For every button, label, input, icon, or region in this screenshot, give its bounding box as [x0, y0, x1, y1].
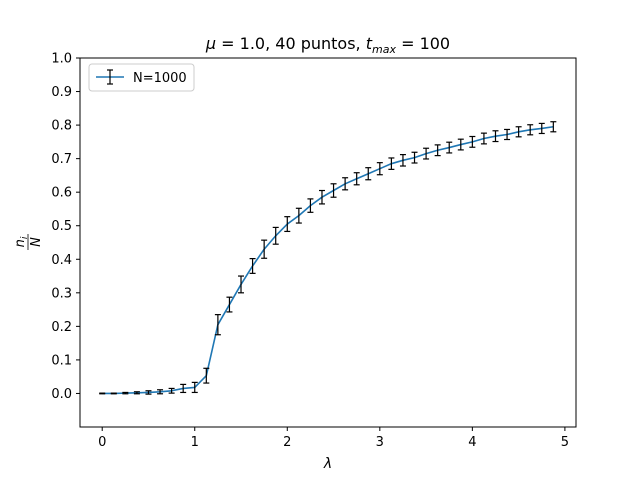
error-bar	[457, 138, 464, 151]
y-tick-label: 0.7	[51, 152, 72, 167]
plot-frame	[79, 57, 577, 428]
error-bar	[446, 141, 453, 154]
error-bar	[214, 314, 221, 336]
error-bar	[504, 128, 511, 141]
y-tick-label: 1.0	[51, 52, 72, 67]
error-bar	[238, 275, 245, 294]
error-bar	[168, 387, 175, 394]
error-bar	[411, 151, 418, 164]
error-bar	[376, 162, 383, 176]
y-tick-label: 0.8	[51, 119, 72, 134]
error-bar	[249, 258, 256, 274]
chart-title: μ = 1.0, 40 puntos, tmax = 100	[205, 34, 450, 56]
error-bar	[295, 207, 302, 224]
error-bar	[550, 121, 557, 133]
error-bar	[515, 126, 522, 138]
error-bar	[122, 391, 129, 395]
error-bar	[203, 367, 210, 384]
error-bar	[538, 122, 545, 135]
legend: N=1000	[88, 63, 195, 92]
error-bar	[284, 216, 291, 233]
x-tick-label: 3	[376, 435, 384, 450]
svg-text:ni: ni	[13, 236, 30, 247]
x-axis-label: λ	[323, 456, 332, 472]
y-tick-label: 0.1	[51, 353, 72, 368]
x-tick-label: 0	[98, 435, 106, 450]
error-bar	[434, 144, 441, 157]
error-bar	[261, 239, 268, 259]
y-axis-label-subscript: i	[20, 236, 30, 239]
y-tick-label: 0.0	[51, 387, 72, 402]
x-tick-label: 4	[468, 435, 476, 450]
error-bar	[480, 132, 487, 145]
error-bar	[342, 177, 349, 191]
y-tick-label: 0.9	[51, 85, 72, 100]
error-bar	[157, 389, 164, 395]
y-axis-label-denominator: N	[29, 237, 44, 247]
chart-marks	[99, 121, 557, 395]
y-tick-label: 0.3	[51, 286, 72, 301]
x-axis: 0 1 2 3 4 5	[98, 427, 569, 450]
error-bar	[388, 157, 395, 170]
error-bar	[353, 172, 360, 186]
error-bar	[330, 183, 337, 198]
y-axis: 0.0 0.1 0.2 0.3 0.4 0.5 0.6 0.7 0.8 0.9 1.0	[51, 52, 80, 402]
y-axis-label-numerator: n	[13, 239, 28, 247]
error-bar	[399, 154, 406, 167]
y-axis-label: ni N	[13, 234, 44, 250]
y-tick-label: 0.6	[51, 186, 72, 201]
x-tick-label: 2	[283, 435, 291, 450]
error-bar	[226, 296, 233, 313]
x-tick-label: 5	[561, 435, 569, 450]
error-bar	[527, 124, 534, 136]
error-bar	[365, 167, 372, 181]
y-tick-label: 0.4	[51, 253, 72, 268]
legend-box	[88, 63, 195, 92]
series-line	[102, 125, 554, 395]
error-bar	[318, 189, 325, 205]
error-bar	[423, 147, 430, 160]
legend-label: N=1000	[133, 71, 187, 86]
error-bar	[307, 198, 314, 213]
error-bar	[272, 226, 279, 245]
error-bar	[145, 390, 152, 395]
y-tick-label: 0.5	[51, 219, 72, 234]
error-bar	[110, 392, 117, 395]
error-bar	[469, 135, 476, 148]
error-bar	[180, 383, 187, 394]
error-bar	[191, 381, 198, 394]
error-bar	[492, 130, 499, 143]
x-tick-label: 1	[191, 435, 199, 450]
y-tick-label: 0.2	[51, 320, 72, 335]
error-bar	[99, 392, 106, 395]
error-bar	[133, 391, 140, 395]
